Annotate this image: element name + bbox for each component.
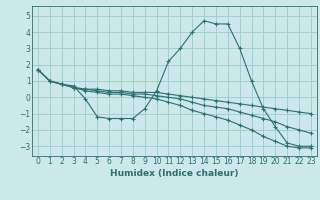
X-axis label: Humidex (Indice chaleur): Humidex (Indice chaleur)	[110, 169, 239, 178]
